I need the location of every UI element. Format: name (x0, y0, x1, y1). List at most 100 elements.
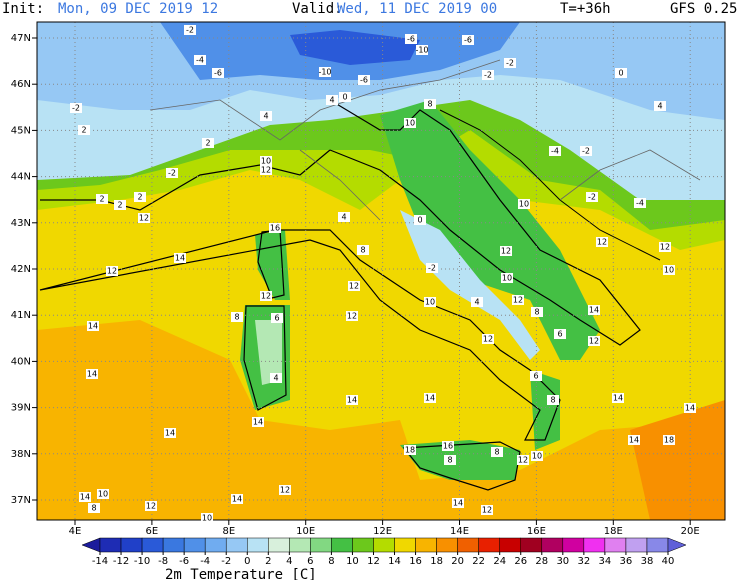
contour-label-bg (346, 311, 358, 321)
contour-label-bg (260, 165, 272, 175)
colorbar-swatch (141, 537, 164, 553)
init-date: Mon, 09 DEC 2019 12 (58, 1, 218, 17)
colorbar-title: 2m Temperature [C] (165, 567, 317, 580)
contour-label-bg (88, 503, 100, 513)
colorbar-tick-label: -10 (134, 556, 150, 567)
contour-label: 6 (274, 314, 279, 323)
colorbar-tick-label: 34 (599, 556, 612, 567)
contour-label-bg (271, 313, 283, 323)
contour-label: 4 (329, 96, 334, 105)
contour-label-bg (348, 281, 360, 291)
valid-label: Valid: (292, 1, 343, 17)
contour-label-bg (424, 99, 436, 109)
colorbar: -14 -12 -10 -8 -6 -4 -2 0 2 4 6 8 10 12 14 16 18 20 22 24 26… (81, 537, 687, 567)
contour-label-bg (500, 246, 512, 256)
contour-label-bg (504, 58, 516, 68)
colorbar-swatch (99, 537, 122, 553)
contour-label-bg (462, 35, 474, 45)
contour-label: 12 (261, 292, 271, 301)
contour-label: 14 (613, 394, 623, 403)
contour-label-bg (684, 403, 696, 413)
contour-label: -6 (360, 76, 368, 85)
contour-label: 12 (589, 337, 599, 346)
contour-label-bg (586, 192, 598, 202)
colorbar-tick-label: 6 (307, 556, 313, 567)
contour-label: 0 (417, 216, 422, 225)
land-zone (530, 370, 560, 450)
contour-label-bg (404, 118, 416, 128)
contour-label: 12 (261, 166, 271, 175)
colorbar-swatch (415, 537, 437, 553)
contour-label-bg (442, 441, 454, 451)
colorbar-swatch (562, 537, 585, 553)
contour-label-bg (231, 312, 243, 322)
contour-label-bg (260, 156, 272, 166)
contour-label: 12 (518, 456, 528, 465)
colorbar-swatch (604, 537, 627, 553)
map-frame (36, 21, 726, 521)
contour-label: 14 (253, 418, 263, 427)
contour-label-bg (424, 297, 436, 307)
colorbar-tick-label: 36 (620, 556, 633, 567)
cold-zone (290, 30, 420, 65)
colorbar-swatch (583, 537, 606, 553)
lat-label: 41N (11, 310, 31, 321)
contour-label: -2 (484, 71, 492, 80)
contour-label-bg (279, 485, 291, 495)
contour-label-bg (654, 101, 666, 111)
model: GFS 0.25 (670, 1, 737, 17)
contour-label-bg (424, 393, 436, 403)
contour-label: 4 (341, 213, 346, 222)
colorbar-swatch (352, 537, 374, 553)
contour-label-bg (547, 395, 559, 405)
contour-label: 12 (482, 506, 492, 515)
lat-label: 37N (11, 495, 31, 506)
lon-label: 12E (373, 526, 392, 537)
contour-label: 12 (513, 296, 523, 305)
contour-label-bg (166, 168, 178, 178)
contour-label: 16 (443, 442, 453, 451)
colorbar-swatch (310, 537, 332, 553)
contour-label: 4 (657, 102, 662, 111)
contour-label-bg (471, 297, 483, 307)
colorbar-tick-label: 40 (662, 556, 675, 567)
lon-label: 16E (527, 526, 546, 537)
contour-label-bg (78, 125, 90, 135)
contour-label: 12 (660, 243, 670, 252)
lat-label: 42N (11, 264, 31, 275)
colorbar-low-arrow (81, 537, 101, 553)
contour-label-bg (517, 455, 529, 465)
contour-label: 8 (427, 100, 432, 109)
colorbar-swatch (331, 537, 353, 553)
colorbar-swatch (373, 537, 395, 553)
contour-label: 12 (597, 238, 607, 247)
contour-label-bg (663, 435, 675, 445)
lon-label: 10E (296, 526, 315, 537)
contour-label: 14 (165, 429, 175, 438)
colorbar-tick-label: 18 (430, 556, 443, 567)
colorbar-swatch (457, 537, 479, 553)
contour-label: 0 (618, 69, 623, 78)
contour-label: 18 (664, 436, 674, 445)
contour-label: 10 (664, 266, 674, 275)
contour-label-bg (615, 68, 627, 78)
colorbar-swatch (268, 537, 290, 553)
contour-label: 4 (273, 374, 278, 383)
colorbar-swatch (247, 537, 269, 553)
contour-label: 10 (532, 452, 542, 461)
contour-label: 10 (519, 200, 529, 209)
init-label: Init: (2, 1, 44, 17)
contour-label: 8 (447, 456, 452, 465)
border (149, 59, 701, 221)
contour-label: 2 (99, 195, 104, 204)
lon-label: 4E (69, 526, 82, 537)
contour-label: 18 (405, 446, 415, 455)
coastline (329, 99, 641, 346)
colorbar-tick-label: 4 (286, 556, 292, 567)
contour-label: -2 (168, 169, 176, 178)
contour-label-bg (326, 95, 338, 105)
contour-label: 8 (550, 396, 555, 405)
contour-label: 14 (88, 322, 98, 331)
contour-label-bg (260, 291, 272, 301)
colorbar-tick-label: 16 (409, 556, 422, 567)
